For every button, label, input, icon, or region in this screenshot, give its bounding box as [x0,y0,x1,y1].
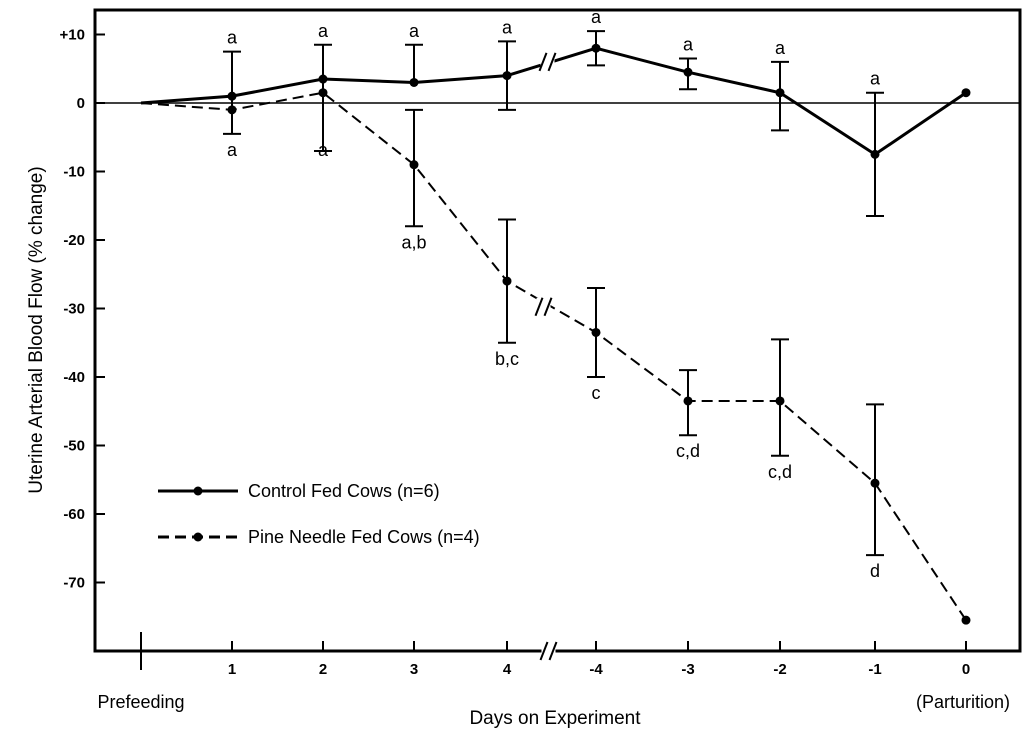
plot-frame [93,8,1022,653]
x-tick-label: 3 [410,661,418,678]
significance-label: a [318,140,329,160]
legend: Control Fed Cows (n=6) Pine Needle Fed C… [158,481,480,547]
data-point [961,88,971,98]
data-point [775,396,785,406]
significance-label: a [683,34,694,54]
x-tick-label: 2 [319,661,327,678]
x-axis-title: Days on Experiment [469,708,641,729]
significance-label: a [502,17,513,37]
break-axis-slash [539,641,549,661]
data-point [775,88,785,98]
significance-label: a [227,28,238,48]
data-point [318,88,328,98]
legend-marker-pine [193,532,203,542]
y-tick-label: -60 [63,506,85,523]
y-tick-label: -10 [63,164,85,181]
data-point [870,149,880,159]
data-point [870,478,880,488]
significance-label: a [409,21,420,41]
significance-label: a [591,7,602,27]
x-tick-label: Prefeeding [97,692,184,712]
x-tick-label: 1 [228,661,236,678]
significance-label: c,d [768,462,792,482]
data-point [409,160,419,170]
legend-marker-control [193,486,203,496]
break-control-slash [538,52,548,72]
y-tick-label: -30 [63,301,85,318]
significance-label: a [870,69,881,89]
legend-label-pine: Pine Needle Fed Cows (n=4) [248,527,480,547]
data-point [502,276,512,286]
break-pine-slash [534,297,544,317]
axis-breaks [534,52,558,661]
break-control-slash [547,52,557,72]
significance-label: d [870,561,880,581]
significance-label: c,d [676,441,700,461]
x-tick-label: -1 [868,661,881,678]
y-tick-label: -20 [63,232,85,249]
x-tick-label: -3 [681,661,694,678]
data-point [683,67,693,77]
x-tick-label: -2 [773,661,786,678]
y-tick-label: +10 [60,27,85,44]
y-tick-label: -50 [63,438,85,455]
x-tick-label: 4 [503,661,512,678]
significance-label: a [227,140,238,160]
x-axis-ticks: Prefeeding 1 2 3 4 -4 -3 -2 -1 0 [97,632,970,712]
significance-label: b,c [495,349,519,369]
data-point [502,71,512,81]
data-point [591,327,601,337]
significance-label: a [775,38,786,58]
x-tick-label: 0 [962,661,970,678]
data-point [227,105,237,115]
series-points [227,43,971,625]
x-tick-label: -4 [589,661,603,678]
y-axis-ticks: +10 0 -10 -20 -30 -40 -50 -60 -70 [60,27,105,592]
x-axis-annotation: (Parturition) [916,692,1010,712]
significance-labels: a a a a a a a a a a a,b b,c c c,d c,d d [227,7,881,581]
data-point [961,615,971,625]
data-point [409,77,419,87]
legend-label-control: Control Fed Cows (n=6) [248,481,440,501]
y-axis-title: Uterine Arterial Blood Flow (% change) [26,166,47,493]
series-line-pine-needle [140,91,967,621]
break-axis-slash [548,641,558,661]
data-point [591,43,601,53]
data-point [318,74,328,84]
significance-label: a [318,21,329,41]
data-point [227,91,237,101]
y-tick-label: -40 [63,369,85,386]
y-tick-label: 0 [77,95,85,112]
break-pine-slash [543,297,553,317]
significance-label: a,b [401,232,426,252]
data-point [683,396,693,406]
significance-label: c [592,383,601,403]
y-tick-label: -70 [63,575,85,592]
